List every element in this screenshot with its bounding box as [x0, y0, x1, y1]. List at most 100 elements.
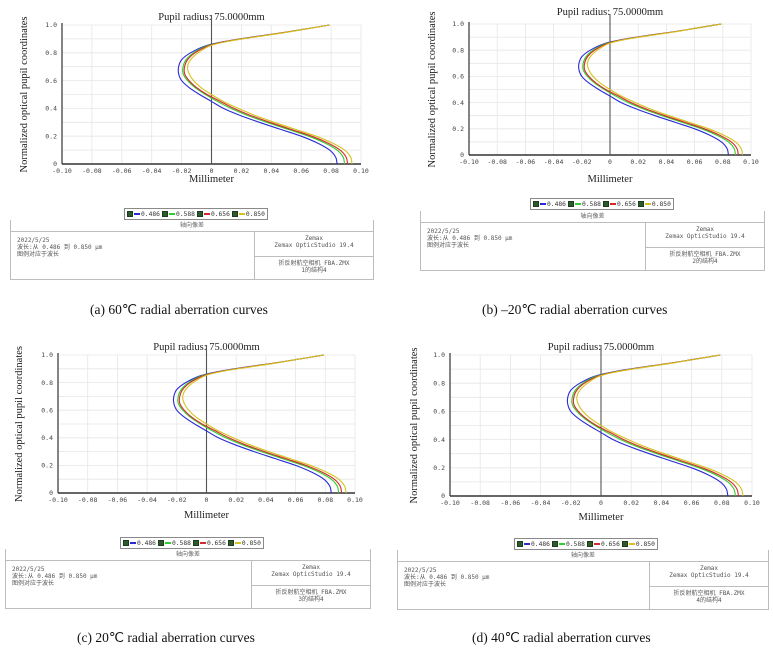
y-tick-label: 1.0 — [45, 21, 57, 29]
y-tick-label: 0.2 — [45, 132, 57, 140]
legend-label: 0.850 — [245, 210, 265, 218]
x-axis-label: Millimeter — [588, 174, 633, 185]
legend-item: 0.850 — [231, 210, 265, 218]
y-tick-label: 0.6 — [433, 408, 445, 416]
x-tick-label: -0.06 — [108, 496, 128, 504]
y-axis-label: Normalized optical pupil coordinates — [19, 17, 30, 173]
info-file: 折反射航空相机_FBA.ZMX — [278, 260, 350, 267]
legend-label: 0.486 — [141, 210, 160, 218]
series-group — [566, 354, 744, 497]
series-line-0_850 — [586, 23, 744, 156]
legend-line-icon — [168, 213, 175, 215]
x-tick-label: -0.06 — [516, 158, 536, 166]
legend: 0.486 0.588 0.656 0.850 — [120, 537, 264, 549]
legend-label: 0.588 — [581, 200, 601, 208]
y-axis-label: Normalized optical pupil coordinates — [14, 346, 25, 502]
legend-label: 0.656 — [616, 200, 636, 208]
y-tick-label: 0.4 — [45, 105, 57, 113]
x-tick-label: 0 — [599, 499, 603, 507]
legend-item: 0.850 — [621, 541, 655, 548]
y-tick-label: 1.0 — [433, 351, 445, 359]
legend-label: 0.656 — [210, 210, 230, 218]
panel-b: -0.10 -0.08 -0.06 -0.04 -0.02 0 0.02 0.04 0.06 0.… — [390, 0, 770, 330]
info-box: 轴向像差 2022/5/25 波长:从 0.486 到 0.850 μm 图例对… — [397, 550, 769, 610]
legend-item: 0.588 — [567, 200, 601, 208]
legend-line-icon — [609, 203, 616, 205]
legend-label: 0.850 — [241, 539, 261, 547]
x-tick-label: 0 — [205, 496, 209, 504]
caption-d: (d) 40℃ radial aberration curves — [472, 630, 651, 645]
legend-item: 0.486 — [533, 201, 566, 208]
legend-line-icon — [164, 542, 171, 544]
series-line-0_850 — [182, 354, 347, 494]
x-tick-label: 0.10 — [743, 158, 759, 166]
info-product: Zemax OpticStudio 19.4 — [274, 242, 354, 249]
y-axis-label: Normalized optical pupil coordinates — [409, 348, 420, 504]
x-tick-label: -0.08 — [470, 499, 490, 507]
y-tick-label: 0.6 — [45, 77, 57, 85]
legend-swatch-icon — [157, 540, 164, 546]
legend-swatch-icon — [602, 201, 609, 207]
y-tick-label: 0 — [53, 160, 57, 168]
info-legend-note: 图例对应于波长 — [12, 580, 55, 587]
legend-label: 0.588 — [171, 539, 191, 547]
legend-label: 0.486 — [137, 539, 156, 547]
x-tick-label: -0.10 — [48, 496, 68, 504]
info-vendor: Zemax — [695, 226, 715, 233]
x-tick-label: -0.02 — [167, 496, 187, 504]
x-tick-label: 0.06 — [687, 158, 703, 166]
legend-item: 0.850 — [637, 201, 671, 208]
y-tick-label: 0.4 — [452, 99, 464, 107]
legend-line-icon — [130, 542, 136, 544]
legend-swatch-icon — [192, 540, 199, 546]
info-box: 轴向像差 2022/5/25 波长:从 0.486 到 0.850 μm 图例对… — [5, 549, 371, 609]
series-group — [172, 354, 347, 494]
x-tick-label: 0 — [608, 158, 612, 166]
y-tick-label: 0 — [441, 492, 445, 500]
legend-item: 0.588 — [161, 211, 195, 218]
x-tick-label: -0.04 — [531, 499, 551, 507]
info-vendor: Zemax — [699, 565, 719, 572]
x-tick-label: -0.04 — [544, 158, 564, 166]
y-tick-label: 0.4 — [41, 434, 53, 442]
info-config: 2的结构4 — [692, 258, 718, 265]
legend-line-icon — [628, 543, 635, 545]
legend-line-icon — [203, 213, 210, 215]
legend-label: 0.486 — [531, 540, 550, 548]
y-tick-label: 0.8 — [452, 46, 464, 54]
legend-item: 0.656 — [586, 541, 620, 548]
y-tick-label: 1.0 — [452, 20, 464, 28]
legend-swatch-icon — [621, 541, 628, 547]
chart-title: Pupil radius: 75.0000mm — [158, 12, 264, 23]
y-tick-label: 0.8 — [45, 49, 57, 57]
x-tick-label: -0.04 — [142, 167, 162, 175]
y-tick-label: 0 — [49, 489, 53, 497]
chart-title: Pupil radius: 75.0000mm — [557, 7, 663, 18]
legend-item: 0.850 — [227, 539, 261, 547]
legend-line-icon — [234, 542, 241, 544]
y-tick-label: 0.2 — [433, 464, 445, 472]
info-file: 折反射航空相机_FBA.ZMX — [669, 251, 741, 258]
chart-title: Pupil radius: 75.0000mm — [548, 342, 654, 353]
x-tick-label: 0.10 — [353, 167, 369, 175]
legend-line-icon — [558, 543, 565, 545]
legend-item: 0.486 — [127, 211, 160, 218]
y-axis-label: Normalized optical pupil coordinates — [427, 12, 438, 168]
legend-swatch-icon — [533, 201, 539, 207]
legend-swatch-icon — [123, 540, 129, 546]
x-tick-label: 0.08 — [323, 167, 339, 175]
legend-line-icon — [238, 213, 245, 215]
legend-item: 0.656 — [196, 210, 230, 218]
caption-b: (b) –20℃ radial aberration curves — [482, 302, 668, 317]
y-tick-label: 0.2 — [41, 462, 53, 470]
legend-swatch-icon — [567, 201, 574, 207]
info-header: 轴向像差 — [6, 549, 370, 561]
legend-label: 0.656 — [206, 539, 226, 547]
chart-c: -0.10 -0.08 -0.06 -0.04 -0.02 0 0.02 0.04 0.06 0.… — [14, 342, 363, 521]
info-legend-note: 图例对应于波长 — [427, 242, 470, 249]
legend-swatch-icon — [637, 201, 644, 207]
info-box: 轴向像差 2022/5/25 波长:从 0.486 到 0.850 μm 图例对… — [420, 211, 765, 271]
info-date: 2022/5/25 — [12, 566, 45, 573]
x-tick-label: 0.06 — [293, 167, 309, 175]
info-product: Zemax OpticStudio 19.4 — [665, 233, 745, 240]
